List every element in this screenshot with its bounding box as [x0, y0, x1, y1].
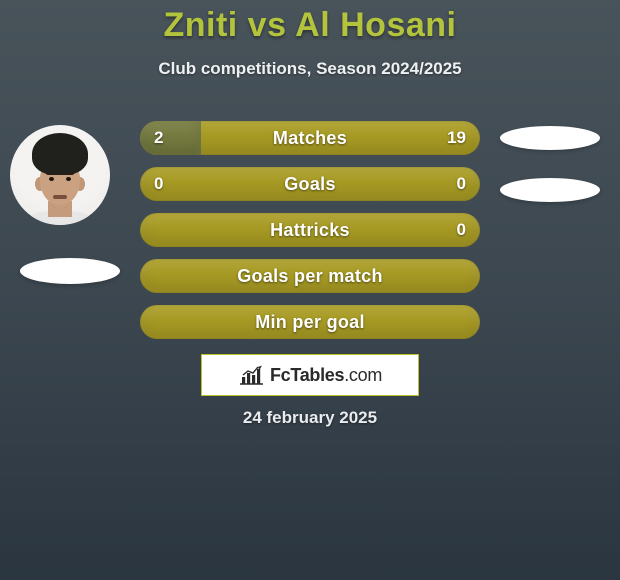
- bar-hattricks-label: Hattricks: [140, 213, 480, 247]
- page-title: Zniti vs Al Hosani: [0, 0, 620, 45]
- bar-matches: 2 Matches 19: [140, 121, 480, 155]
- bar-chart-icon: [238, 364, 264, 386]
- bar-goals-per-match: Goals per match: [140, 259, 480, 293]
- fctables-logo: FcTables.com: [201, 354, 419, 396]
- bar-matches-right-value: 19: [447, 121, 466, 155]
- player-left-flag: [20, 258, 120, 284]
- bar-hattricks: Hattricks 0: [140, 213, 480, 247]
- bar-min-per-goal: Min per goal: [140, 305, 480, 339]
- page-subtitle: Club competitions, Season 2024/2025: [0, 59, 620, 79]
- bar-gpm-label: Goals per match: [140, 259, 480, 293]
- logo-text-bold: FcTables: [270, 365, 344, 385]
- bar-matches-label: Matches: [140, 121, 480, 155]
- bar-goals-right-value: 0: [457, 167, 466, 201]
- bar-goals-label: Goals: [140, 167, 480, 201]
- stat-bars: 2 Matches 19 0 Goals 0 Hattricks 0 Goals…: [140, 121, 480, 351]
- player-right-avatar-placeholder: [500, 126, 600, 150]
- logo-text-light: .com: [344, 365, 382, 385]
- bar-goals: 0 Goals 0: [140, 167, 480, 201]
- player-right-flag: [500, 178, 600, 202]
- date-label: 24 february 2025: [0, 408, 620, 428]
- fctables-logo-text: FcTables.com: [270, 365, 382, 386]
- player-left-avatar: [10, 125, 110, 225]
- bar-mpg-label: Min per goal: [140, 305, 480, 339]
- bar-hattricks-right-value: 0: [457, 213, 466, 247]
